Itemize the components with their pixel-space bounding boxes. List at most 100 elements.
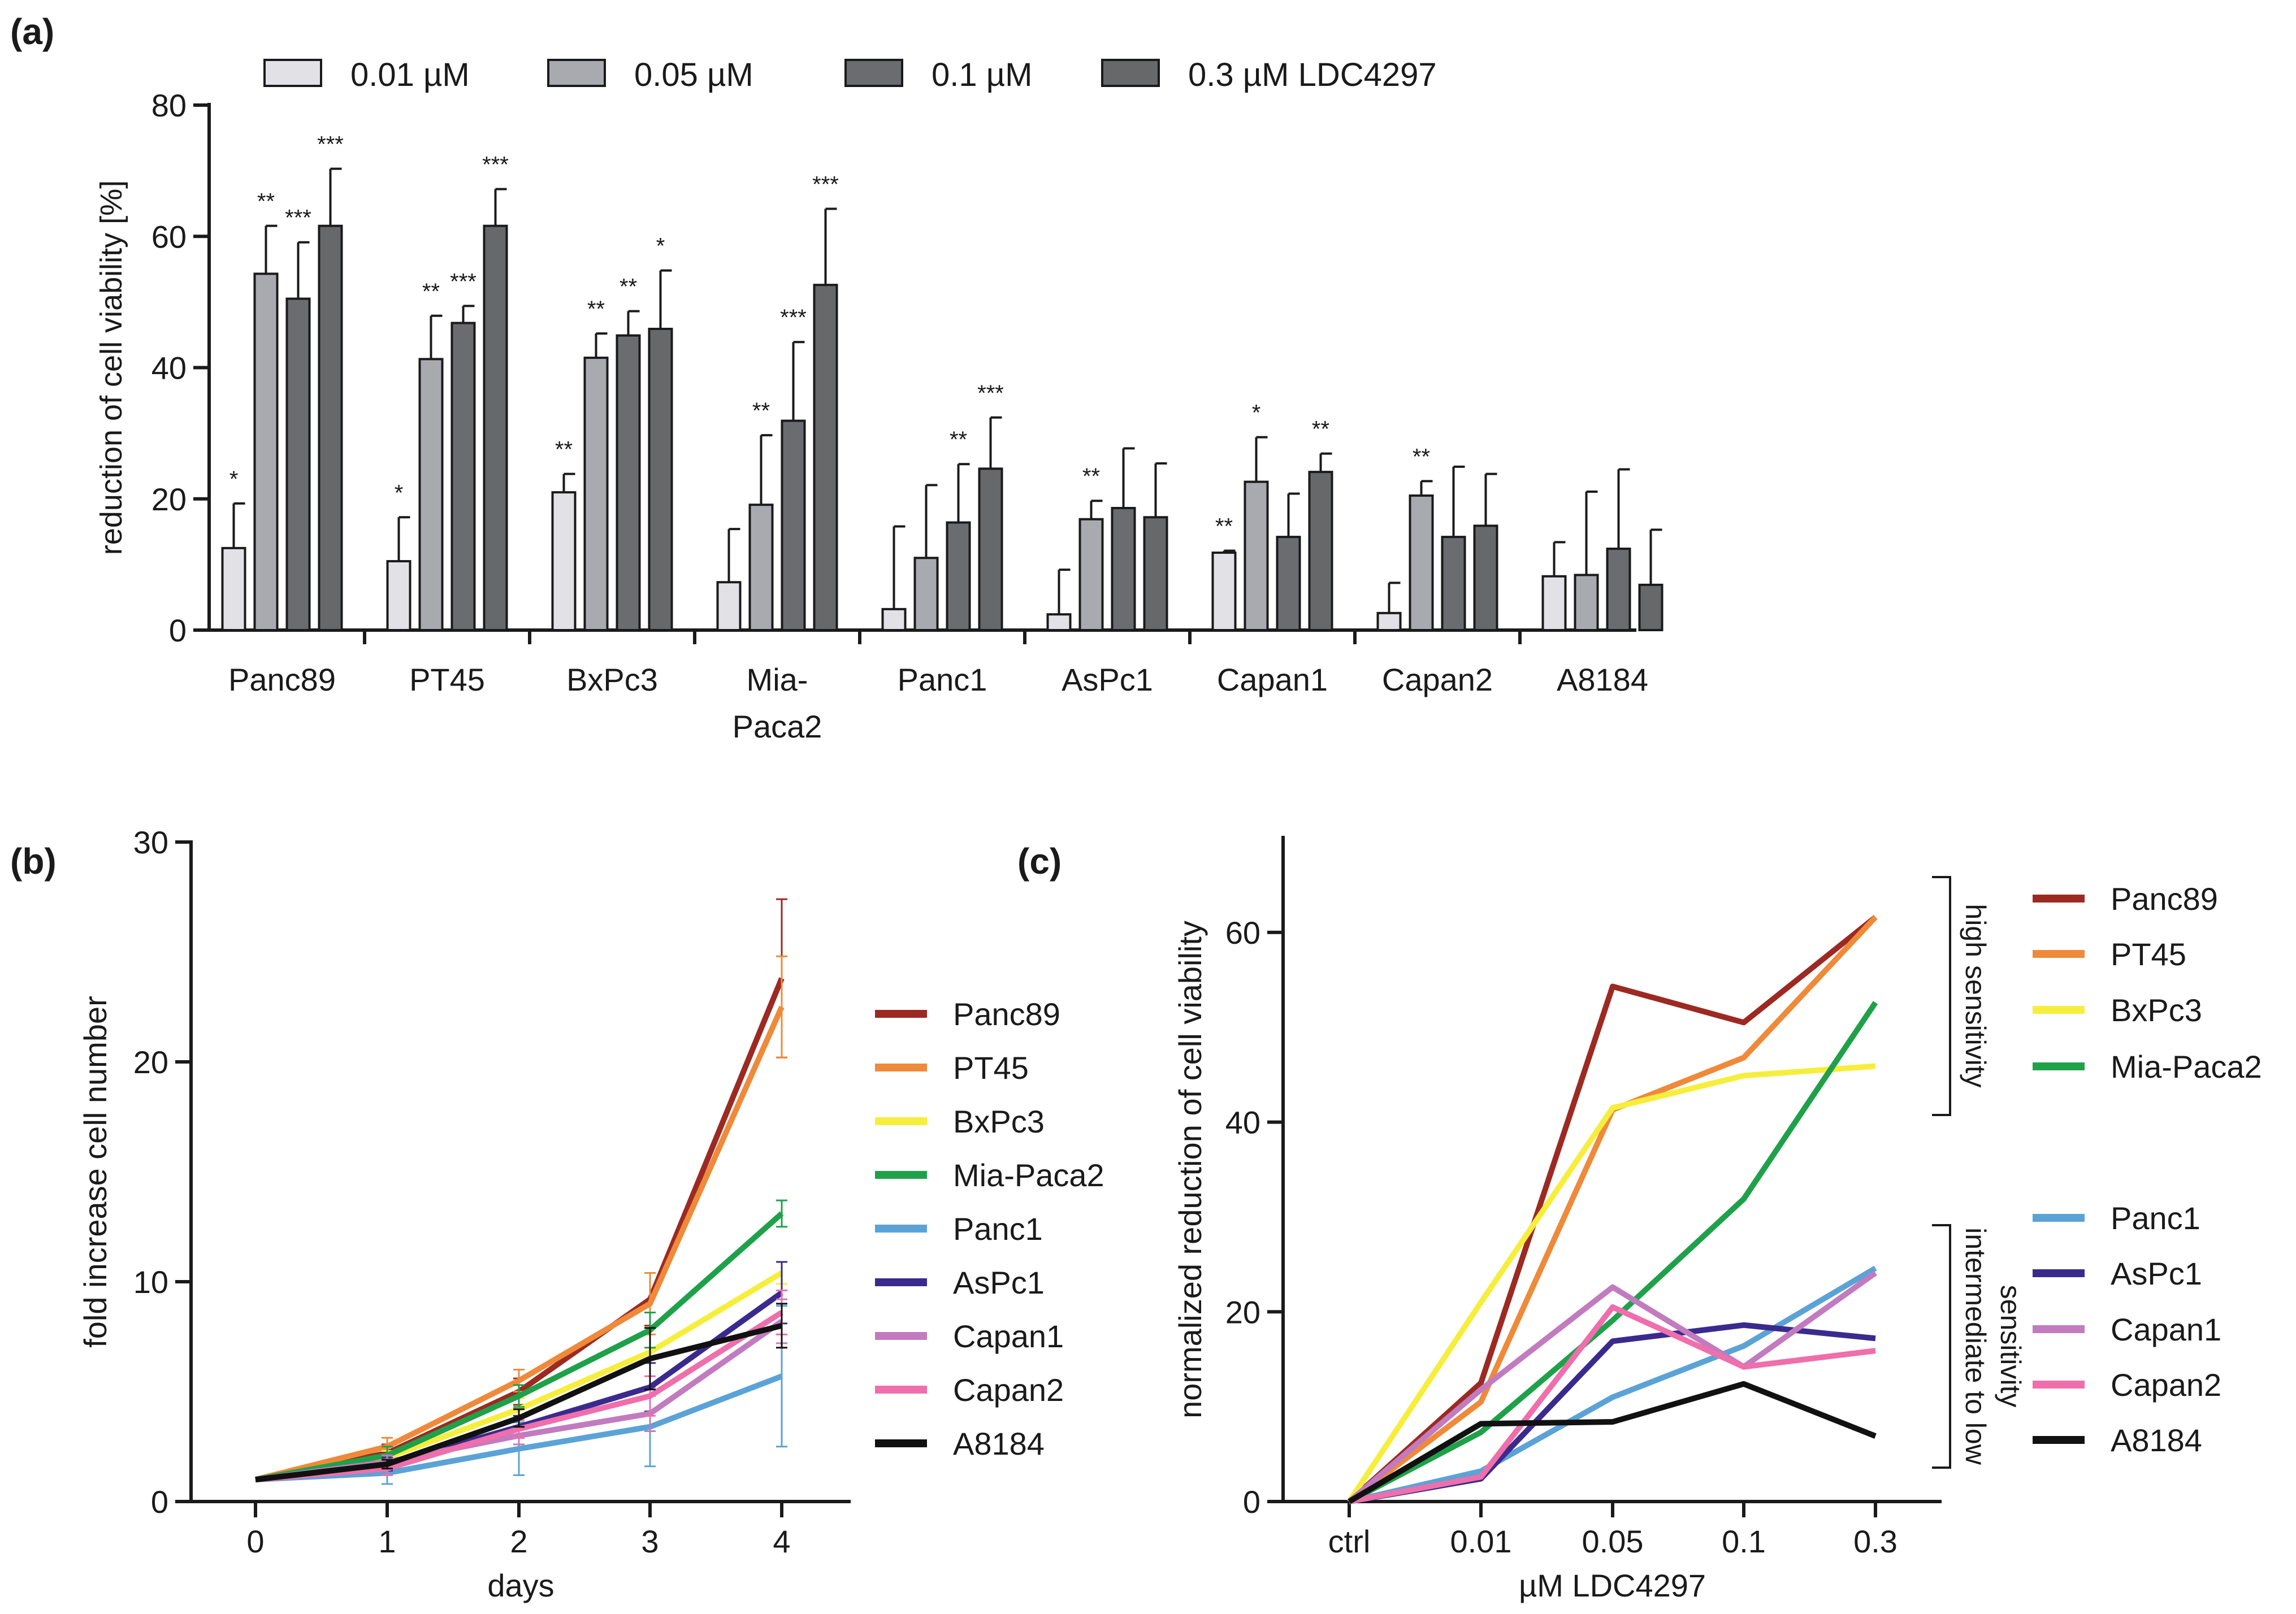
bar — [913, 557, 939, 632]
group-label: sensitivity — [1995, 1285, 2026, 1408]
bar — [1211, 551, 1237, 631]
series-line — [1347, 1270, 1877, 1504]
series-line — [1349, 1304, 1876, 1504]
series-line — [1348, 1265, 1877, 1504]
bar — [551, 491, 577, 632]
category-label: Panc89 — [228, 662, 336, 697]
bar — [1046, 613, 1072, 632]
significance-label: ** — [620, 275, 637, 300]
category-label: AsPc1 — [1062, 662, 1153, 697]
bar — [813, 284, 838, 631]
y-tick-label: 0 — [151, 1484, 168, 1520]
significance-label: ** — [950, 427, 967, 452]
significance-label: *** — [780, 305, 807, 330]
y-axis-label: normalized reduction of cell viability — [1172, 921, 1208, 1418]
legend-label: Panc1 — [2111, 1200, 2200, 1236]
legend-label: Mia-Paca2 — [953, 1157, 1104, 1193]
significance-label: ** — [1082, 464, 1100, 489]
significance-label: ** — [1312, 417, 1329, 442]
bar — [418, 358, 444, 631]
bar — [1541, 575, 1567, 632]
category-label: Capan2 — [1382, 662, 1493, 697]
bar — [318, 224, 343, 632]
x-tick-label: 0.3 — [1853, 1524, 1898, 1559]
significance-label: ** — [257, 189, 275, 214]
series-line — [1346, 1063, 1876, 1503]
bar — [1376, 611, 1402, 631]
category-label: A8184 — [1557, 662, 1648, 697]
legend-label: A8184 — [953, 1426, 1045, 1461]
y-tick-label: 10 — [133, 1264, 168, 1300]
y-axis-label: fold increase cell number — [77, 996, 113, 1348]
legend-swatch — [844, 59, 903, 87]
series-line — [1347, 915, 1878, 1504]
series-line — [1348, 1381, 1877, 1504]
legend-label: Capan2 — [2111, 1367, 2221, 1403]
y-tick-label: 20 — [133, 1044, 168, 1080]
legend-label: AsPc1 — [953, 1265, 1045, 1300]
bar — [978, 467, 1003, 632]
bar — [1473, 524, 1498, 632]
category-label: BxPc3 — [566, 662, 658, 697]
category-label: Panc1 — [898, 662, 987, 697]
panel-b: (b) 0 10 20 30 0 1 2 3 4 days fold increase cell nu… — [10, 825, 1104, 1603]
y-tick-label: 80 — [151, 88, 187, 123]
panel-label-b: (b) — [10, 841, 57, 882]
legend-label: Capan1 — [2111, 1312, 2221, 1347]
legend-label: BxPc3 — [2111, 992, 2202, 1028]
significance-label: *** — [285, 206, 311, 231]
legend-label: AsPc1 — [2111, 1256, 2202, 1291]
bar — [1078, 518, 1104, 632]
series-line — [1349, 1322, 1876, 1504]
significance-label: ** — [752, 398, 770, 423]
x-tick-label: ctrl — [1328, 1524, 1371, 1559]
y-axis-label: reduction of cell viability [%] — [94, 180, 128, 555]
y-tick-label: 30 — [133, 825, 168, 860]
x-tick-label: 0.1 — [1722, 1524, 1766, 1559]
legend-label: A8184 — [2111, 1422, 2202, 1458]
legend-label: Capan2 — [953, 1372, 1064, 1408]
bracket-high — [1932, 876, 1951, 1116]
legend-swatch — [1101, 59, 1160, 87]
y-tick-label: 60 — [151, 219, 187, 254]
bar — [450, 322, 476, 631]
bar — [386, 560, 411, 631]
category-label: Capan1 — [1217, 662, 1328, 697]
x-tick-label: 1 — [378, 1524, 396, 1559]
bar — [1606, 548, 1631, 631]
significance-label: *** — [317, 132, 344, 157]
bar — [616, 334, 641, 631]
x-tick-label: 0.05 — [1582, 1524, 1644, 1559]
bracket-low — [1932, 1224, 1951, 1469]
legend-label: PT45 — [2111, 936, 2186, 972]
bar — [1276, 536, 1301, 631]
bar — [781, 419, 806, 632]
significance-label: ** — [1413, 444, 1430, 469]
bar — [1244, 480, 1269, 631]
bar — [221, 546, 246, 631]
legend-label: Capan1 — [953, 1318, 1064, 1354]
y-tick-label: 0 — [1243, 1484, 1260, 1520]
x-axis-label: days — [487, 1568, 554, 1603]
series-line — [1347, 915, 1878, 1504]
legend-label: 0.3 µM LDC4297 — [1188, 57, 1437, 93]
y-tick-label: 40 — [151, 350, 187, 386]
group-label: high sensitivity — [1960, 904, 1991, 1087]
bar — [285, 297, 311, 631]
legend-label: Panc89 — [2111, 881, 2218, 917]
significance-label: ** — [587, 297, 605, 322]
significance-label: *** — [812, 172, 839, 197]
y-tick-label: 60 — [1225, 915, 1260, 951]
bar — [1308, 471, 1333, 631]
x-axis-label: µM LDC4297 — [1519, 1568, 1706, 1603]
category-label: Mia- — [747, 662, 808, 697]
legend-label: 0.05 µM — [634, 57, 753, 93]
panel-label-a: (a) — [10, 11, 54, 52]
bar — [648, 327, 673, 631]
significance-label: *** — [977, 381, 1004, 406]
series-line — [255, 1322, 783, 1483]
x-tick-label: 3 — [641, 1524, 659, 1559]
significance-label: * — [229, 467, 239, 492]
x-tick-label: 4 — [773, 1524, 790, 1559]
